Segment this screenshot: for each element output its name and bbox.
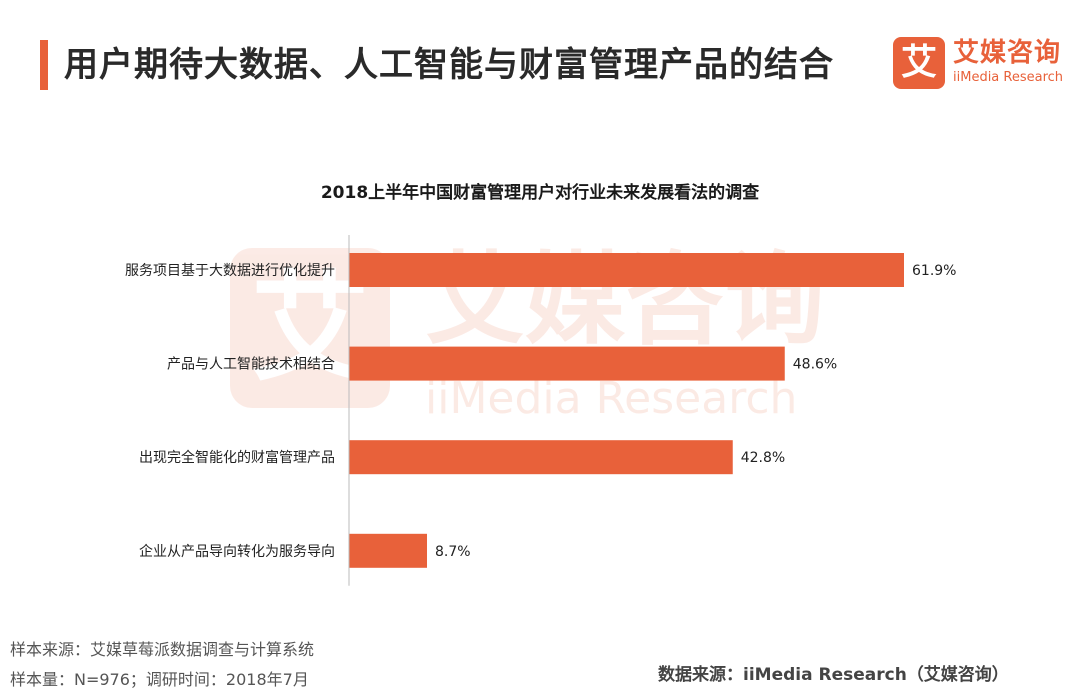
sample-source-note: 样本来源：艾媒草莓派数据调查与计算系统 — [10, 640, 315, 659]
category-label: 出现完全智能化的财富管理产品 — [139, 449, 335, 466]
value-label: 8.7% — [435, 544, 471, 560]
value-label: 48.6% — [793, 357, 837, 373]
value-label: 42.8% — [741, 450, 785, 466]
bar — [349, 346, 785, 381]
logo-name-cn: 艾媒咨询 — [953, 38, 1062, 68]
chart-title: 2018上半年中国财富管理用户对行业未来发展看法的调查 — [320, 183, 760, 203]
bar — [349, 253, 904, 287]
category-label: 服务项目基于大数据进行优化提升 — [125, 262, 335, 279]
value-label: 61.9% — [912, 263, 956, 279]
brand-logo: 艾 艾媒咨询 iiMedia Research — [893, 37, 1068, 93]
logo-mark-icon: 艾 — [893, 37, 945, 89]
sample-info-note: 样本量：N=976；调研时间：2018年7月 — [10, 670, 309, 689]
logo-name-en: iiMedia Research — [953, 70, 1064, 85]
data-source-note: 数据来源：iiMedia Research（艾媒咨询） — [658, 665, 1009, 685]
category-label: 产品与人工智能技术相结合 — [167, 357, 335, 373]
title-accent-bar — [40, 40, 48, 90]
category-label: 企业从产品导向转化为服务导向 — [139, 543, 335, 560]
page-title: 用户期待大数据、人工智能与财富管理产品的结合 — [64, 45, 834, 85]
bar — [349, 533, 428, 568]
bar — [349, 440, 733, 475]
